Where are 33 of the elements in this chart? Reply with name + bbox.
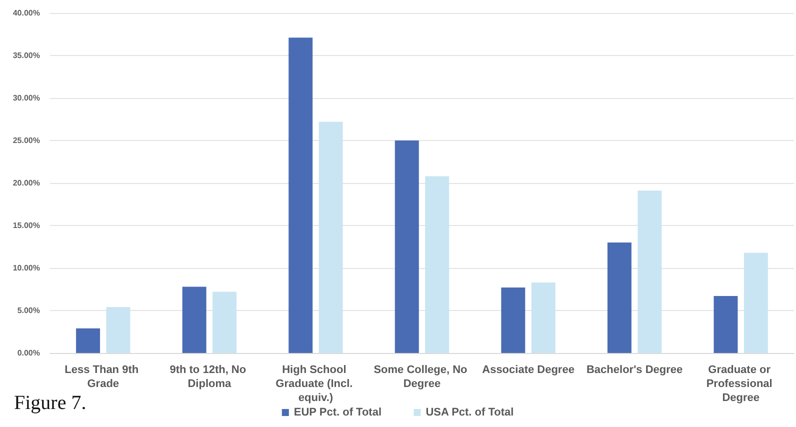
bar: [531, 282, 556, 353]
y-tick-label: 20.00%: [12, 178, 40, 188]
x-tick-label: High School Graduate (Incl. equiv.): [276, 364, 356, 404]
x-tick-label: Associate Degree: [482, 364, 574, 376]
bar: [182, 286, 206, 353]
x-tick-label: Graduate or Professional Degree: [706, 364, 776, 404]
y-tick-label: 40.00%: [12, 8, 40, 18]
y-tick-label: 35.00%: [12, 51, 40, 60]
y-tick-label: 10.00%: [12, 264, 40, 272]
bar: [425, 176, 450, 353]
bar: [106, 307, 130, 353]
caption: Figure 7.: [14, 392, 86, 414]
y-tick-label: 0.00%: [17, 348, 40, 358]
bar: [212, 292, 237, 353]
x-tick-label: Bachelor's Degree: [586, 364, 683, 376]
bar: [744, 252, 768, 353]
y-tick-label: 25.00%: [12, 136, 40, 145]
legend-label: EUP Pct. of Total: [294, 406, 382, 418]
x-tick-label: Some College, No Degree: [374, 364, 470, 390]
bar: [288, 38, 313, 353]
bar: [638, 190, 662, 353]
bar: [714, 296, 738, 353]
bar: [607, 242, 632, 353]
x-tick-label: 9th to 12th, No Diploma: [170, 364, 250, 390]
bar: [76, 328, 100, 353]
y-tick-label: 30.00%: [12, 94, 40, 102]
legend-label: USA Pct. of Total: [426, 406, 514, 418]
x-tick-label: Less Than 9th Grade: [64, 364, 142, 390]
y-tick-label: 5.00%: [17, 306, 40, 315]
bar: [501, 288, 526, 353]
bar: [318, 122, 343, 353]
y-tick-label: 15.00%: [12, 221, 40, 230]
bar: [394, 140, 419, 353]
